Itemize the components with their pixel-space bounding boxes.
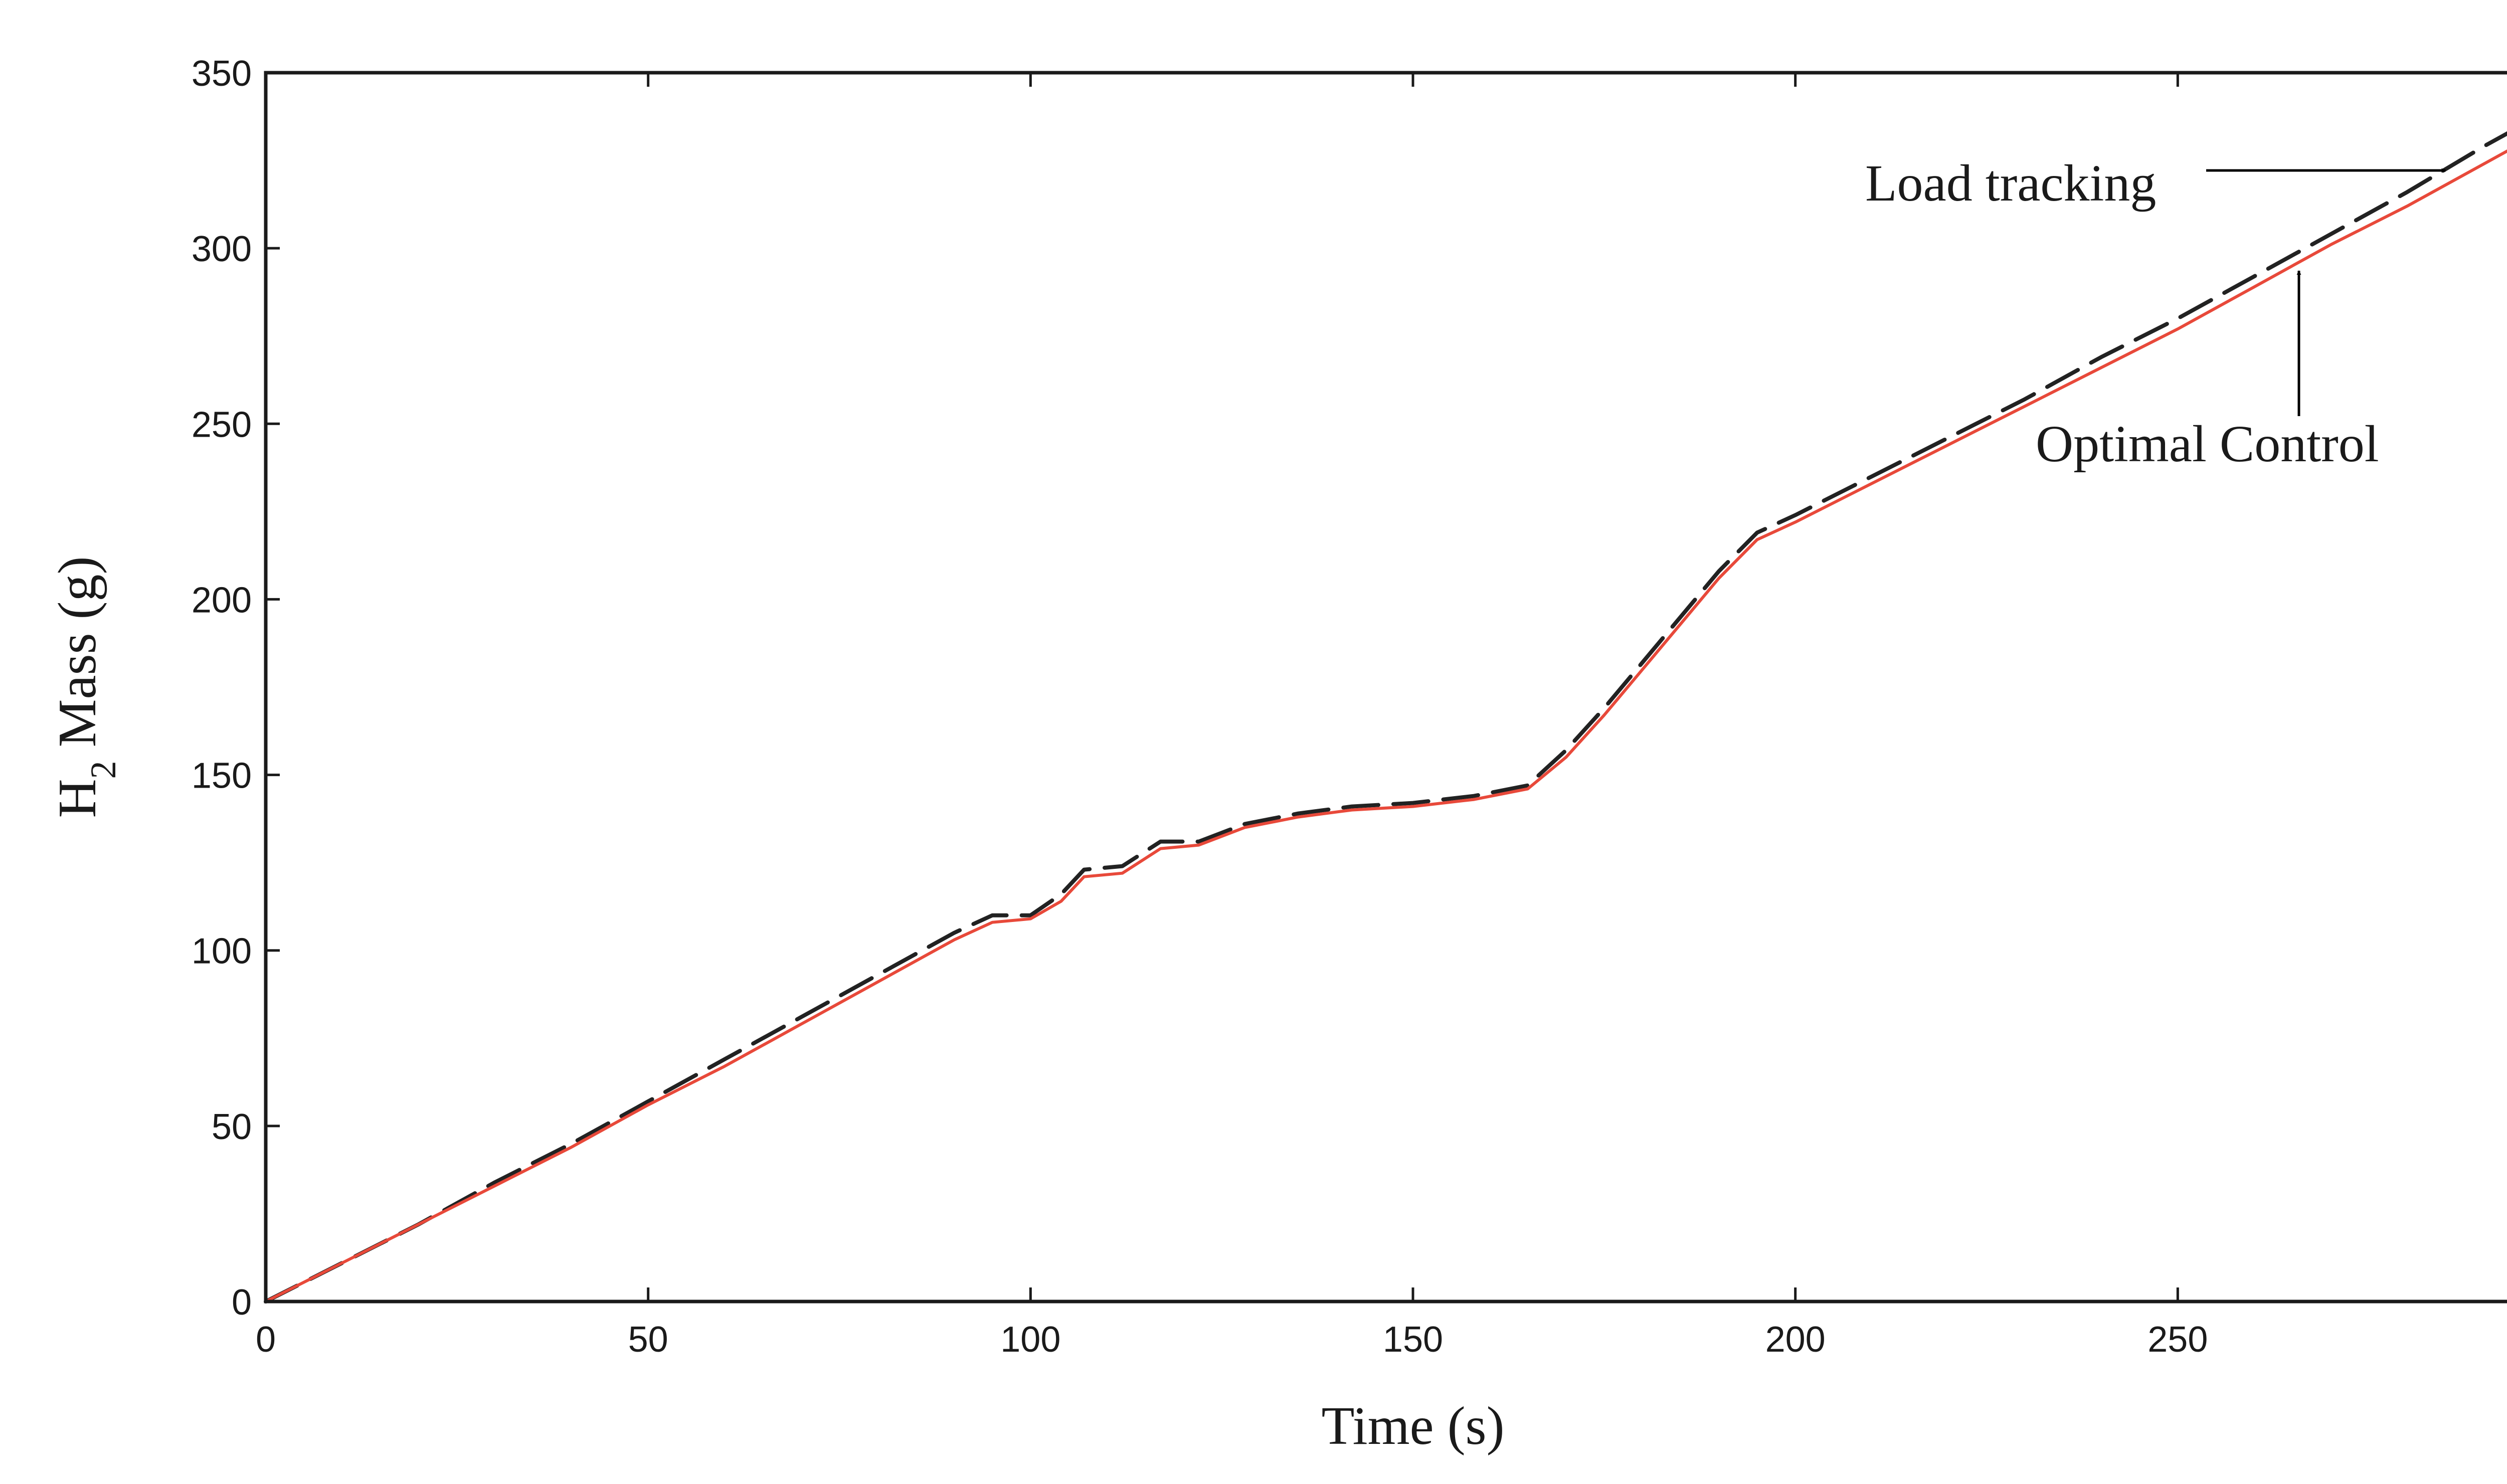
x-axis-label: Time (s) (1321, 1396, 1504, 1456)
y-tick-label: 350 (192, 54, 252, 94)
y-tick-label: 0 (232, 1282, 252, 1323)
y-axis-label-rest: Mass (g) (48, 556, 107, 761)
series-layer (264, 131, 2507, 1304)
y-axis-label-subscript: 2 (83, 761, 123, 779)
y-tick-label: 200 (192, 580, 252, 620)
plot-frame (264, 71, 2507, 1304)
x-tick-label: 100 (1000, 1320, 1060, 1360)
x-tick-label: 0 (256, 1320, 276, 1360)
ticks-layer: 050100150200250300050100150200250300350 (192, 54, 2208, 1360)
x-tick-label: 150 (1383, 1320, 1443, 1360)
x-tick-label: 250 (2147, 1320, 2208, 1360)
x-tick-label: 50 (628, 1320, 668, 1360)
y-tick-label: 100 (192, 932, 252, 972)
y-axis-label-main: H (48, 779, 107, 818)
annotation-layer: Load tracking Optimal Control (1865, 154, 2446, 473)
y-tick-label: 250 (192, 405, 252, 445)
series-load-tracking (264, 131, 2507, 1304)
annotation-optimal-control: Optimal Control (2036, 415, 2379, 473)
y-tick-label: 50 (212, 1107, 252, 1147)
y-tick-label: 150 (192, 756, 252, 796)
series-optimal-control (264, 149, 2507, 1303)
annotation-load-tracking: Load tracking (1865, 154, 2156, 212)
y-axis-label: H2 Mass (g) (48, 556, 123, 818)
y-tick-label: 300 (192, 229, 252, 269)
x-tick-label: 200 (1765, 1320, 1826, 1360)
